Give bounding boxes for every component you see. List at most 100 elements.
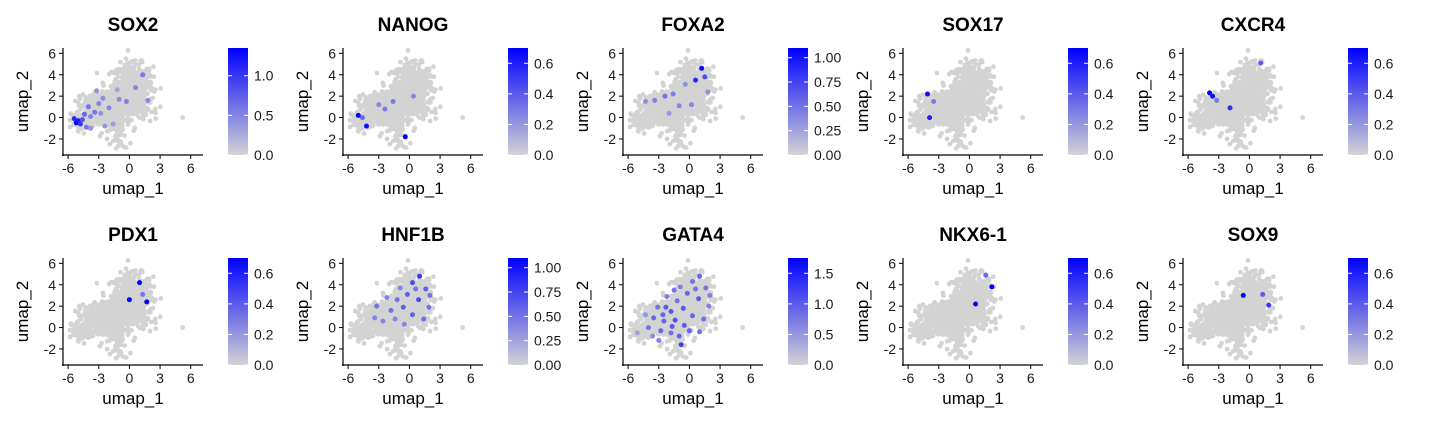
cell-point bbox=[143, 111, 148, 117]
cell-point bbox=[405, 122, 411, 127]
cell-point bbox=[384, 136, 390, 142]
cell-point bbox=[956, 67, 961, 72]
cell-point bbox=[1226, 71, 1232, 77]
cell-point bbox=[986, 74, 991, 79]
cell-point bbox=[72, 98, 78, 104]
cell-point bbox=[968, 140, 973, 146]
cell-point bbox=[989, 86, 994, 92]
cell-point bbox=[437, 104, 443, 110]
cell-point bbox=[396, 126, 401, 132]
y-tick-label: 6 bbox=[48, 45, 56, 61]
cell-point bbox=[682, 94, 688, 100]
cell-point bbox=[377, 133, 383, 139]
y-tick-label: 0 bbox=[608, 110, 616, 126]
cell-point bbox=[664, 136, 670, 142]
cell-point bbox=[958, 87, 964, 92]
cell-point bbox=[697, 70, 703, 76]
expressing-cell-point bbox=[390, 99, 396, 104]
expressing-cell-point bbox=[931, 99, 937, 104]
colorbar-tick-label: 0.6 bbox=[1094, 55, 1114, 71]
cell-point bbox=[937, 107, 943, 113]
cell-point bbox=[94, 70, 100, 76]
cell-point bbox=[712, 108, 718, 114]
cell-point bbox=[385, 96, 391, 102]
x-tick-label: 6 bbox=[1027, 160, 1035, 176]
cell-point bbox=[426, 74, 431, 79]
cell-point bbox=[141, 106, 147, 112]
x-tick-label: 0 bbox=[406, 160, 414, 176]
cell-point bbox=[431, 64, 436, 70]
cell-point bbox=[150, 95, 156, 101]
cell-point bbox=[708, 99, 713, 105]
cell-point bbox=[997, 104, 1003, 110]
expressing-cell-point bbox=[927, 115, 933, 121]
cell-point bbox=[427, 118, 433, 124]
cell-point bbox=[388, 117, 394, 123]
cell-point bbox=[416, 99, 422, 104]
cell-point bbox=[361, 131, 367, 136]
cell-point bbox=[959, 81, 964, 87]
expressing-cell-point bbox=[693, 77, 699, 83]
cell-point bbox=[1254, 78, 1260, 83]
expressing-cell-point bbox=[705, 89, 711, 95]
cell-point bbox=[372, 111, 378, 116]
x-tick-label: 6 bbox=[187, 160, 195, 176]
cell-point bbox=[414, 78, 420, 83]
cell-point bbox=[125, 85, 131, 91]
cell-point bbox=[661, 122, 666, 127]
y-tick-label: 2 bbox=[888, 88, 896, 104]
expressing-cell-point bbox=[670, 91, 676, 97]
cell-point bbox=[77, 96, 83, 101]
cell-point bbox=[1236, 67, 1241, 72]
cell-point bbox=[417, 70, 423, 76]
cell-point bbox=[81, 102, 86, 107]
cell-point bbox=[693, 104, 698, 110]
cell-point bbox=[676, 111, 682, 117]
cell-point bbox=[158, 86, 164, 91]
x-axis-title: umap_1 bbox=[382, 179, 443, 198]
cell-point bbox=[364, 113, 370, 119]
cell-point bbox=[953, 103, 959, 109]
cell-point bbox=[1245, 60, 1251, 66]
cell-point bbox=[661, 83, 666, 88]
cell-point bbox=[914, 122, 920, 128]
expressing-cell-point bbox=[123, 99, 129, 104]
colorbar-tick-label: 0.5 bbox=[254, 107, 274, 123]
cell-point bbox=[118, 59, 123, 65]
cell-point bbox=[972, 125, 978, 131]
cell-point bbox=[355, 128, 361, 134]
cell-point bbox=[952, 99, 958, 104]
cell-point bbox=[682, 64, 687, 69]
cell-point bbox=[405, 85, 411, 91]
cell-point bbox=[402, 109, 407, 114]
cell-point bbox=[428, 80, 434, 86]
cell-point bbox=[1278, 86, 1284, 91]
cell-point bbox=[381, 122, 386, 127]
cell-point bbox=[360, 92, 366, 97]
cell-point bbox=[97, 133, 103, 139]
y-axis-title: umap_2 bbox=[13, 71, 32, 132]
x-tick-label: 0 bbox=[686, 160, 694, 176]
cell-point bbox=[950, 125, 956, 131]
cell-point bbox=[966, 67, 971, 73]
cell-point bbox=[385, 91, 391, 97]
cell-point bbox=[148, 80, 154, 86]
cell-point bbox=[432, 108, 438, 114]
cell-point bbox=[132, 58, 138, 63]
y-tick-label: 4 bbox=[328, 67, 336, 83]
x-tick-label: 0 bbox=[126, 160, 134, 176]
cell-point bbox=[983, 111, 988, 117]
cell-point bbox=[433, 116, 439, 121]
expressing-cell-point bbox=[102, 123, 108, 129]
expressing-cell-point bbox=[145, 97, 151, 103]
panel-title: SOX17 bbox=[942, 15, 1003, 36]
cell-point bbox=[122, 64, 127, 69]
cell-point bbox=[361, 102, 366, 107]
cell-point bbox=[125, 122, 131, 127]
x-tick-label: -3 bbox=[93, 160, 106, 176]
cell-point bbox=[1020, 115, 1025, 120]
cell-point bbox=[692, 125, 698, 131]
cell-point bbox=[973, 104, 978, 110]
cell-point bbox=[153, 87, 158, 92]
cell-point bbox=[691, 93, 697, 99]
